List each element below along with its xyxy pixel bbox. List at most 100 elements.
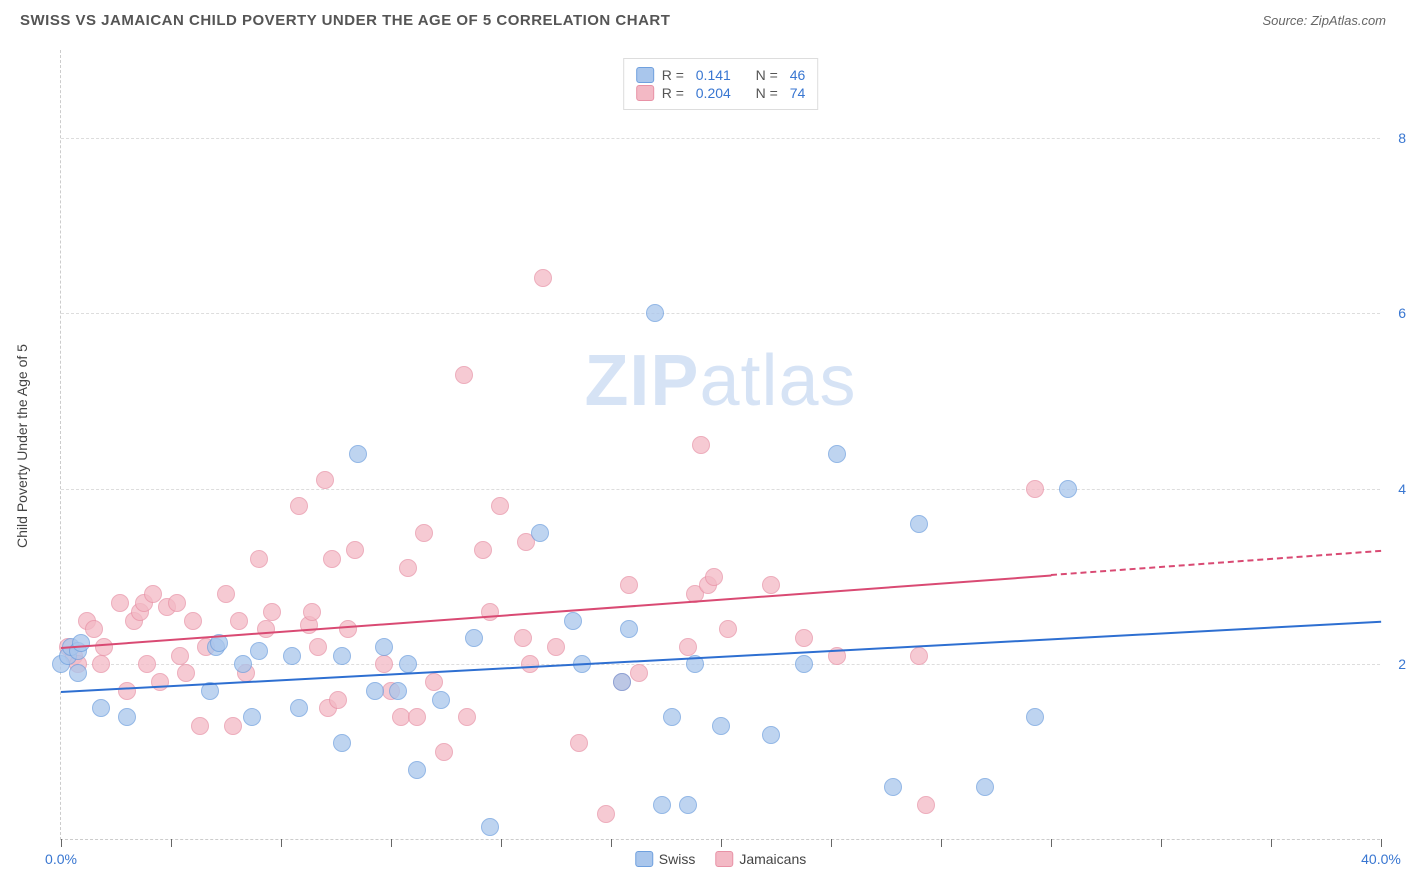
scatter-point (399, 655, 417, 673)
scatter-point (375, 655, 393, 673)
scatter-point (366, 682, 384, 700)
scatter-point (762, 576, 780, 594)
x-tick-mark (1161, 839, 1162, 847)
scatter-point (375, 638, 393, 656)
scatter-point (613, 673, 631, 691)
scatter-point (171, 647, 189, 665)
scatter-point (465, 629, 483, 647)
scatter-point (910, 647, 928, 665)
scatter-point (303, 603, 321, 621)
scatter-point (620, 576, 638, 594)
gridline-horizontal (61, 313, 1380, 314)
gridline-horizontal (61, 664, 1380, 665)
x-tick-mark (391, 839, 392, 847)
scatter-point (399, 559, 417, 577)
scatter-point (564, 612, 582, 630)
scatter-point (168, 594, 186, 612)
scatter-point (392, 708, 410, 726)
scatter-point (257, 620, 275, 638)
y-tick-label: 80.0% (1388, 130, 1406, 146)
scatter-point (455, 366, 473, 384)
x-tick-mark (831, 839, 832, 847)
trend-line-extrapolated (1051, 550, 1381, 576)
scatter-point (976, 778, 994, 796)
scatter-point (917, 796, 935, 814)
scatter-point (290, 699, 308, 717)
x-tick-mark (721, 839, 722, 847)
plot-area: ZIPatlas R = 0.141 N = 46 R = 0.204 N = 7… (60, 50, 1380, 840)
x-tick-mark (501, 839, 502, 847)
scatter-point (425, 673, 443, 691)
legend-swatch (636, 67, 654, 83)
scatter-point (432, 691, 450, 709)
scatter-point (692, 436, 710, 454)
r-value: 0.141 (696, 67, 744, 83)
scatter-point (250, 642, 268, 660)
y-tick-label: 60.0% (1388, 305, 1406, 321)
x-tick-mark (171, 839, 172, 847)
scatter-point (597, 805, 615, 823)
correlation-legend-row: R = 0.204 N = 74 (636, 85, 806, 101)
scatter-point (1059, 480, 1077, 498)
scatter-point (481, 818, 499, 836)
scatter-point (663, 708, 681, 726)
x-tick-label: 40.0% (1361, 851, 1401, 867)
scatter-point (910, 515, 928, 533)
scatter-point (118, 708, 136, 726)
scatter-point (491, 497, 509, 515)
correlation-legend: R = 0.141 N = 46 R = 0.204 N = 74 (623, 58, 819, 110)
x-tick-mark (611, 839, 612, 847)
n-value: 74 (790, 85, 806, 101)
y-axis-title: Child Poverty Under the Age of 5 (14, 344, 30, 548)
scatter-point (339, 620, 357, 638)
scatter-point (333, 734, 351, 752)
scatter-point (1026, 480, 1044, 498)
scatter-point (217, 585, 235, 603)
chart-title: SWISS VS JAMAICAN CHILD POVERTY UNDER TH… (20, 12, 670, 29)
scatter-point (250, 550, 268, 568)
y-tick-label: 20.0% (1388, 656, 1406, 672)
scatter-point (884, 778, 902, 796)
scatter-point (534, 269, 552, 287)
scatter-point (243, 708, 261, 726)
scatter-point (234, 655, 252, 673)
scatter-point (679, 796, 697, 814)
scatter-point (570, 734, 588, 752)
legend-swatch (636, 85, 654, 101)
watermark: ZIPatlas (584, 340, 856, 422)
n-label: N = (752, 85, 782, 101)
x-tick-label: 0.0% (45, 851, 77, 867)
scatter-point (521, 655, 539, 673)
scatter-point (458, 708, 476, 726)
scatter-point (531, 524, 549, 542)
series-legend-item: Swiss (635, 851, 696, 867)
scatter-point (646, 304, 664, 322)
series-legend: Swiss Jamaicans (635, 851, 806, 867)
scatter-point (230, 612, 248, 630)
gridline-horizontal (61, 489, 1380, 490)
series-name: Jamaicans (739, 851, 806, 867)
scatter-point (263, 603, 281, 621)
series-name: Swiss (659, 851, 696, 867)
x-tick-mark (1051, 839, 1052, 847)
scatter-point (92, 655, 110, 673)
x-tick-mark (61, 839, 62, 847)
scatter-point (828, 445, 846, 463)
scatter-point (795, 629, 813, 647)
scatter-point (705, 568, 723, 586)
source-attribution: Source: ZipAtlas.com (1262, 13, 1386, 28)
scatter-point (474, 541, 492, 559)
scatter-point (118, 682, 136, 700)
x-tick-mark (1271, 839, 1272, 847)
correlation-legend-row: R = 0.141 N = 46 (636, 67, 806, 83)
scatter-point (177, 664, 195, 682)
scatter-point (349, 445, 367, 463)
series-legend-item: Jamaicans (715, 851, 806, 867)
scatter-point (620, 620, 638, 638)
scatter-point (547, 638, 565, 656)
scatter-point (95, 638, 113, 656)
gridline-horizontal (61, 138, 1380, 139)
scatter-point (111, 594, 129, 612)
scatter-point (323, 550, 341, 568)
scatter-point (719, 620, 737, 638)
